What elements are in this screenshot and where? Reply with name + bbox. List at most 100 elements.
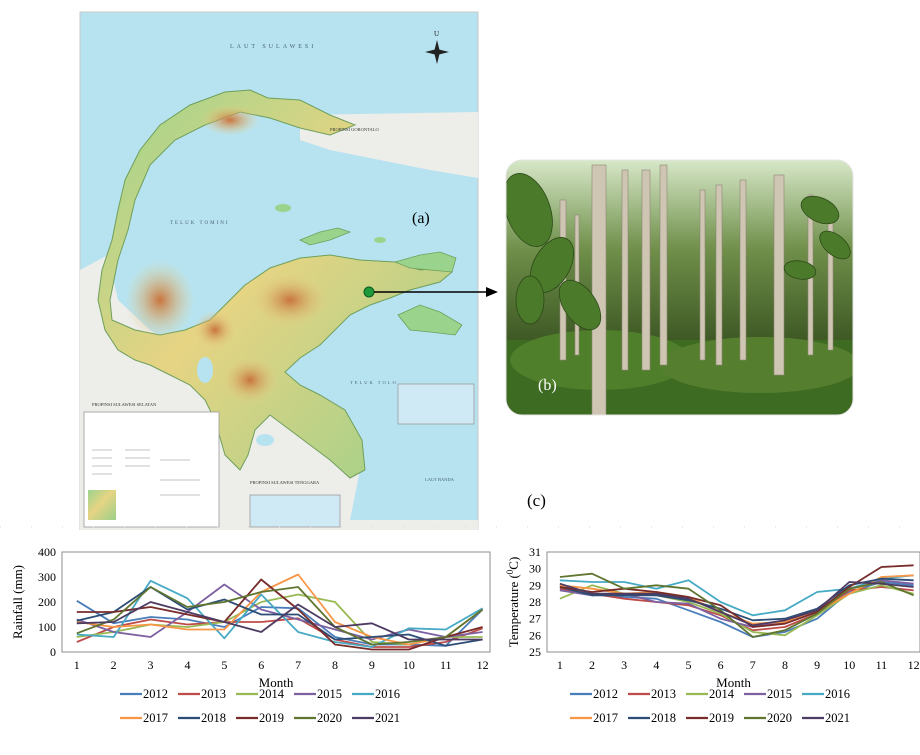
y-tick-label: 400 [38,545,56,559]
x-tick-label: 1 [557,658,563,672]
y-axis-label-degree: 0 [505,569,515,574]
map-label-gorontalo: PROPINSI GORONTALO [330,127,380,132]
map-legend-colorbar [88,490,116,520]
lake [256,434,274,446]
series-line-2013 [76,617,483,648]
y-axis-label: Rainfall (mm) [10,565,25,639]
legend-label-2015: 2015 [767,687,792,701]
map-label-south-province: PROPINSI SULAWESI SELATAN [92,402,157,407]
x-tick-label: 6 [718,658,724,672]
x-tick-label: 3 [148,658,154,672]
map-label-sea-north: LAUT SULAWESI [230,44,316,50]
x-tick-label: 11 [440,658,452,672]
legend-label-2018: 2018 [201,711,226,725]
y-tick-label: 0 [50,645,56,659]
series-line-2020 [559,572,914,638]
x-tick-label: 2 [111,658,117,672]
legend-label-2019: 2019 [709,711,734,725]
island [374,237,386,243]
island [275,204,291,212]
mountain-area [200,104,260,136]
map-label-sea-banda: LAUT BANDA [425,477,455,482]
series-line-2021 [559,581,914,627]
x-tick-label: 3 [621,658,627,672]
legend-label-2015: 2015 [317,687,342,701]
legend-label-2020: 2020 [317,711,342,725]
y-tick-label: 26 [529,628,541,642]
mountain-area [220,355,280,405]
legend-label-2016: 2016 [825,687,850,701]
legend-label-2012: 2012 [593,687,618,701]
north-arrow-icon [425,40,449,64]
map-label-bay: TELUK TOLO [350,380,398,385]
legend-label-2014: 2014 [709,687,735,701]
legend-label-2018: 2018 [651,711,676,725]
legend-label-2013: 2013 [651,687,676,701]
x-tick-label: 9 [814,658,820,672]
lake-poso [197,357,213,383]
x-tick-label: 9 [369,658,375,672]
plot-frame [546,551,920,653]
y-tick-label: 30 [529,562,541,576]
legend-label-2021: 2021 [375,711,400,725]
panel-a-label: (a) [412,210,430,227]
series-line-2018 [76,586,483,647]
x-tick-label: 12 [908,658,920,672]
legend-label-2012: 2012 [143,687,168,701]
legend-label-2014: 2014 [259,687,285,701]
y-tick-label: 25 [529,645,541,659]
mountain-area [125,260,195,340]
y-tick-label: 29 [529,578,541,592]
east-peninsula-tip [393,251,457,273]
map-legend-lines [92,449,200,496]
x-tick-label: 4 [653,658,659,672]
panel-c-label: (c) [527,491,546,510]
x-axis-label: Month [259,675,294,690]
legend-label-2020: 2020 [767,711,792,725]
legend-label-2021: 2021 [825,711,850,725]
x-tick-label: 5 [685,658,691,672]
inset-map [249,494,341,528]
legend-label-2017: 2017 [593,711,618,725]
map-label-southeast-province: PROPINSI SULAWESI TENGGARA [250,480,320,485]
y-tick-label: 31 [529,545,541,559]
series-line-2015 [76,583,483,641]
y-tick-label: 28 [529,595,541,609]
x-tick-label: 7 [295,658,301,672]
series-line-2021 [76,601,483,641]
legend-label-2016: 2016 [375,687,400,701]
banggai-islands [397,304,463,336]
togean-islands [299,227,352,246]
y-tick-label: 100 [38,620,56,634]
legend-label-2013: 2013 [201,687,226,701]
x-tick-label: 7 [750,658,756,672]
y-tick-label: 300 [38,570,56,584]
north-arrow-letter: U [434,30,439,38]
x-tick-label: 10 [403,658,415,672]
y-tick-label: 27 [529,612,541,626]
x-tick-label: 6 [258,658,264,672]
inset-map [397,383,475,425]
series-line-2020 [76,586,484,646]
series-line-2019 [559,564,914,628]
sulawesi-topographic-map: LAUT SULAWESI PROPINSI GORONTALO TELUK T… [79,11,546,530]
x-tick-label: 12 [477,658,489,672]
mountain-area [250,272,330,328]
y-axis-label: Temperature (0C) [505,557,521,648]
x-tick-label: 11 [876,658,888,672]
series-line-2012 [76,600,484,647]
x-tick-label: 4 [184,658,190,672]
plot-frame [61,551,491,653]
x-axis-label: Month [716,675,751,690]
x-tick-label: 1 [74,658,80,672]
pointer-arrowhead-icon [486,287,498,297]
mountain-area [193,310,237,350]
series-line-2017 [76,573,484,646]
x-tick-label: 2 [589,658,595,672]
map-label-gulf: TELUK TOMINI [170,221,230,226]
x-tick-label: 5 [221,658,227,672]
series-line-2019 [76,578,483,651]
y-axis-label-unit: C) [506,557,521,570]
